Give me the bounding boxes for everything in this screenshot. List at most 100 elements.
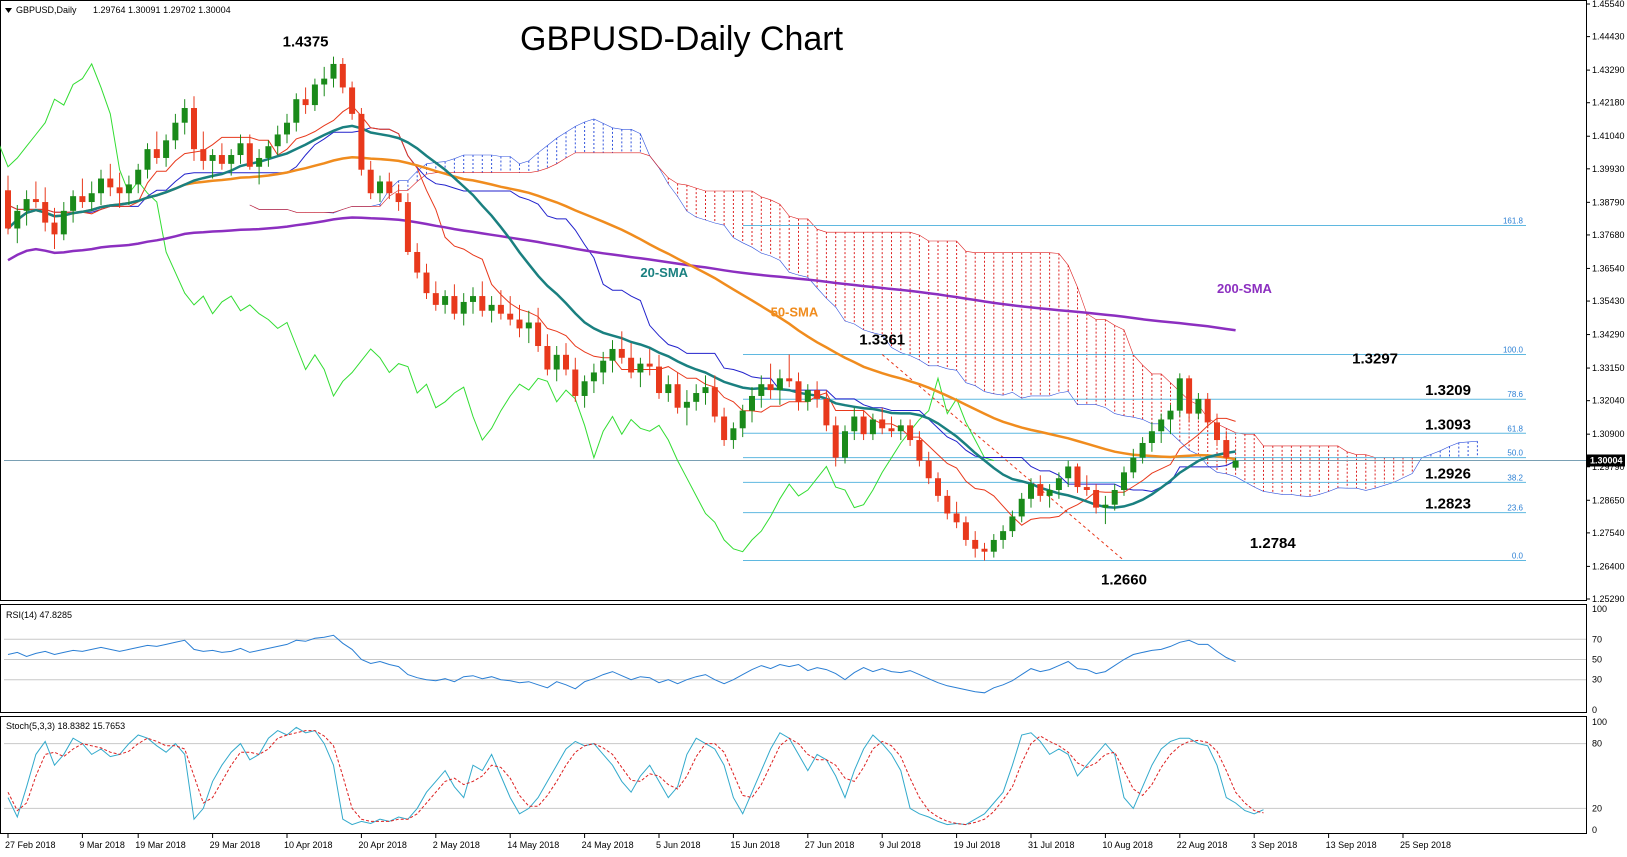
price-annotations: 1.4375 1.3361 1.3297 1.2784 1.2660 [283, 34, 1398, 589]
candle-body [1065, 466, 1072, 479]
candlesticks [5, 56, 1239, 561]
price-tick-label: 1.44430 [1592, 32, 1625, 42]
candle-body [191, 108, 197, 150]
candle-body [1186, 378, 1193, 414]
candle-body [470, 296, 476, 302]
candle-body [339, 63, 346, 88]
candle-body [721, 416, 728, 441]
candle-body [507, 313, 514, 320]
fib-pct-label: 78.6 [1507, 390, 1523, 399]
candle-body [51, 222, 58, 235]
price-annotation: 1.2784 [1250, 535, 1297, 552]
candle-body [23, 199, 30, 211]
rsi-level-label: 100 [1592, 604, 1607, 614]
price-tick-label: 1.29790 [1592, 462, 1625, 472]
candle-body [786, 378, 793, 382]
chart-title: GBPUSD-Daily Chart [520, 20, 844, 58]
current-price-label: 1.30004 [1590, 455, 1623, 465]
candle-body [237, 143, 244, 156]
fib-pct-label: 100.0 [1503, 346, 1524, 355]
candle-body [925, 460, 932, 479]
candle-body [460, 301, 467, 314]
fib-price-label: 1.2823 [1425, 496, 1471, 513]
fib-pct-label: 61.8 [1507, 424, 1523, 433]
sma200-label: 200-SMA [1217, 281, 1273, 296]
candle-body [730, 428, 737, 441]
candle-body [42, 202, 49, 223]
candle-body [1102, 504, 1109, 508]
candle-body [349, 87, 356, 114]
fib-price-label: 1.3093 [1425, 416, 1471, 433]
candle-body [1121, 472, 1127, 490]
candle-body [544, 346, 551, 370]
candle-body [274, 134, 281, 147]
price-tick-label: 1.34290 [1592, 330, 1625, 340]
candle-body [674, 384, 681, 408]
price-tick-label: 1.41040 [1592, 131, 1625, 141]
fib-pct-label: 161.8 [1503, 217, 1524, 226]
candle-body [32, 199, 39, 203]
candle-body [144, 149, 151, 170]
candle-body [404, 202, 411, 252]
sma50-line [7, 156, 1236, 461]
price-tick-label: 1.38790 [1592, 197, 1625, 207]
candle-body [1009, 516, 1016, 532]
price-tick-label: 1.28650 [1592, 495, 1625, 505]
rsi-panel-frame [0, 604, 1587, 713]
rsi-level-label: 0 [1592, 705, 1597, 715]
indicator-lines: 20-SMA 50-SMA 200-SMA [0, 62, 1273, 553]
candle-body [683, 401, 690, 408]
sma50-label: 50-SMA [771, 305, 819, 320]
stoch-panel-frame [0, 716, 1587, 834]
candle-body [265, 146, 272, 158]
candle-body [218, 155, 225, 164]
stoch-main-line [7, 726, 1264, 826]
candle-body [311, 84, 318, 106]
time-tick-label: 2 May 2018 [433, 840, 480, 850]
candle-body [842, 431, 848, 458]
candle-body [879, 419, 886, 429]
candle-body [665, 384, 672, 394]
senkou-span-a-line [249, 118, 1478, 497]
candle-body [1176, 378, 1183, 411]
candle-body [646, 363, 653, 367]
candle-body [181, 108, 188, 123]
candle-body [1204, 398, 1211, 423]
candle-body [330, 63, 337, 79]
candle-body [795, 381, 802, 402]
candle-body [414, 251, 421, 273]
time-tick-label: 13 Sep 2018 [1326, 840, 1377, 850]
price-tick-label: 1.39930 [1592, 164, 1625, 174]
rsi-line [7, 634, 1236, 694]
candle-body [935, 478, 941, 496]
candle-body [860, 416, 867, 435]
candle-body [153, 149, 160, 158]
current-price-badge [1587, 454, 1625, 467]
candle-body [572, 369, 579, 396]
time-tick-label: 31 Jul 2018 [1028, 840, 1075, 850]
candle-body [395, 193, 402, 203]
candle-body [609, 348, 616, 361]
candle-body [1055, 478, 1062, 490]
candle-body [990, 539, 997, 552]
candle-body [1223, 440, 1230, 458]
time-tick-label: 22 Aug 2018 [1177, 840, 1228, 850]
candle-body [1232, 460, 1239, 468]
price-tick-label: 1.32040 [1592, 396, 1625, 406]
fib-pct-label: 50.0 [1507, 449, 1523, 458]
candle-body [1111, 489, 1118, 505]
candle-body [172, 122, 179, 141]
price-annotation: 1.3361 [859, 332, 905, 349]
candle-body [832, 425, 839, 458]
price-axis: 1.45540 1.44430 1.43290 1.42180 1.41040 1.399… [1586, 0, 1625, 604]
rsi-label: RSI(14) 47.8285 [6, 610, 72, 620]
rsi-panel: 100 70 50 30 0 [4, 604, 1607, 715]
candle-body [739, 410, 746, 429]
candle-body [386, 181, 393, 194]
time-tick-label: 27 Jun 2018 [805, 840, 855, 850]
stoch-label: Stoch(5,3,3) 18.8382 15.7653 [6, 721, 125, 731]
sma20-label: 20-SMA [640, 265, 688, 280]
candle-body [1158, 419, 1165, 432]
candle-body [432, 293, 439, 305]
